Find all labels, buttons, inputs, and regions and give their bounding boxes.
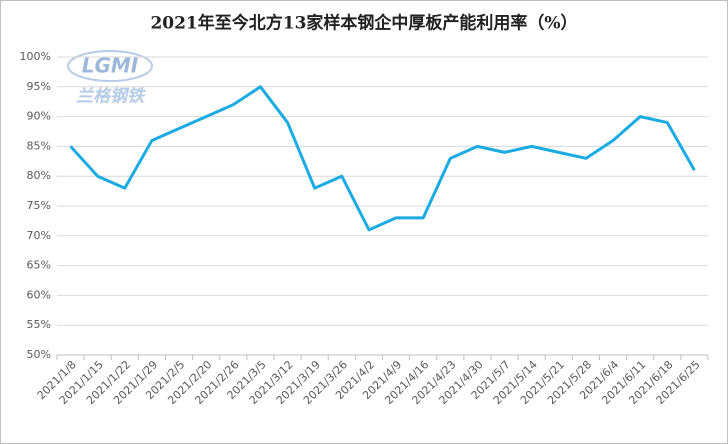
chart-title: 2021年至今北方13家样本钢企中厚板产能利用率（%） <box>150 13 577 34</box>
y-tick-label: 65% <box>27 259 51 272</box>
logo-ring <box>67 50 153 82</box>
y-tick-label: 80% <box>27 169 51 182</box>
y-tick-label: 55% <box>27 318 51 331</box>
y-tick-label: 60% <box>27 288 51 301</box>
y-tick-label: 85% <box>27 139 51 152</box>
y-tick-label: 50% <box>27 348 51 361</box>
y-tick-label: 70% <box>27 229 51 242</box>
y-tick-label: 90% <box>27 110 51 123</box>
series-line <box>69 85 696 232</box>
y-tick-label: 100% <box>20 50 51 63</box>
watermark-text: 兰格钢铁 <box>76 87 147 107</box>
y-tick-label: 95% <box>27 80 51 93</box>
y-tick-label: 75% <box>27 199 51 212</box>
